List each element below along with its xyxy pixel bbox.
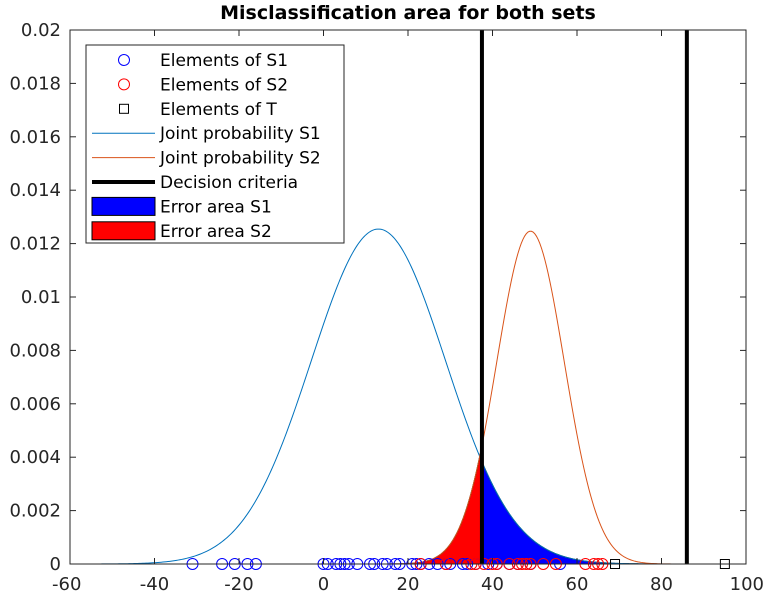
y-tick-label: 0.014 (9, 180, 61, 201)
legend-label: Joint probability S2 (159, 149, 321, 169)
legend-swatch (91, 221, 156, 241)
legend-marker (118, 54, 130, 66)
x-tick-label: -40 (140, 574, 169, 595)
legend-entry-joint-probability-s2: Joint probability S2 (92, 149, 321, 169)
decision-lines (479, 30, 689, 564)
legend-label: Elements of S2 (160, 75, 288, 95)
y-tick-label: 0.012 (9, 234, 61, 255)
axis-ticks: -60 -40 -20 0 20 40 60 80 100 0 0.002 0.004 0.006 0.0… (9, 20, 764, 595)
legend-entry-error-area-s1: Error area S1 (91, 196, 272, 217)
legend: Elements of S1 Elements of S2 Elements of … (85, 44, 345, 244)
y-tick-label: 0.01 (21, 287, 61, 308)
legend-swatch (91, 196, 156, 216)
legend-entry-elements-of-s1: Elements of S1 (118, 51, 288, 71)
y-tick-label: 0.002 (9, 501, 61, 522)
legend-entry-elements-of-s2: Elements of S2 (118, 75, 288, 95)
y-tick-label: 0.02 (21, 20, 61, 41)
x-tick-label: 0 (318, 574, 329, 595)
x-tick-label: -20 (224, 574, 253, 595)
y-tick-label: 0.008 (9, 340, 61, 361)
legend-marker (118, 78, 130, 91)
legend-label: Elements of S1 (160, 51, 288, 71)
x-tick-label: -60 (52, 574, 81, 595)
y-tick-label: 0.018 (9, 73, 61, 94)
legend-entry-elements-of-t: Elements of T (119, 100, 277, 120)
x-tick-label: 40 (481, 574, 504, 595)
legend-label: Joint probability S1 (159, 124, 321, 144)
y-tick-label: 0.016 (9, 127, 61, 148)
legend-label: Elements of T (160, 100, 277, 120)
legend-marker (119, 103, 129, 114)
legend-entry-error-area-s2: Error area S2 (91, 221, 272, 242)
x-tick-label: 20 (397, 574, 420, 595)
legend-label: Decision criteria (160, 173, 298, 193)
legend-entry-decision-criteria: Decision criteria (92, 173, 298, 193)
y-tick-label: 0.004 (9, 447, 61, 468)
legend-label: Error area S1 (160, 197, 272, 217)
chart-title: Misclassification area for both sets (220, 2, 596, 24)
x-tick-label: 80 (650, 574, 673, 595)
y-tick-label: 0 (50, 554, 61, 575)
x-tick-label: 60 (566, 574, 589, 595)
legend-label: Error area S2 (160, 222, 272, 242)
x-tick-label: 100 (730, 574, 764, 595)
y-tick-label: 0.006 (9, 394, 61, 415)
legend-entry-joint-probability-s1: Joint probability S1 (92, 124, 321, 144)
